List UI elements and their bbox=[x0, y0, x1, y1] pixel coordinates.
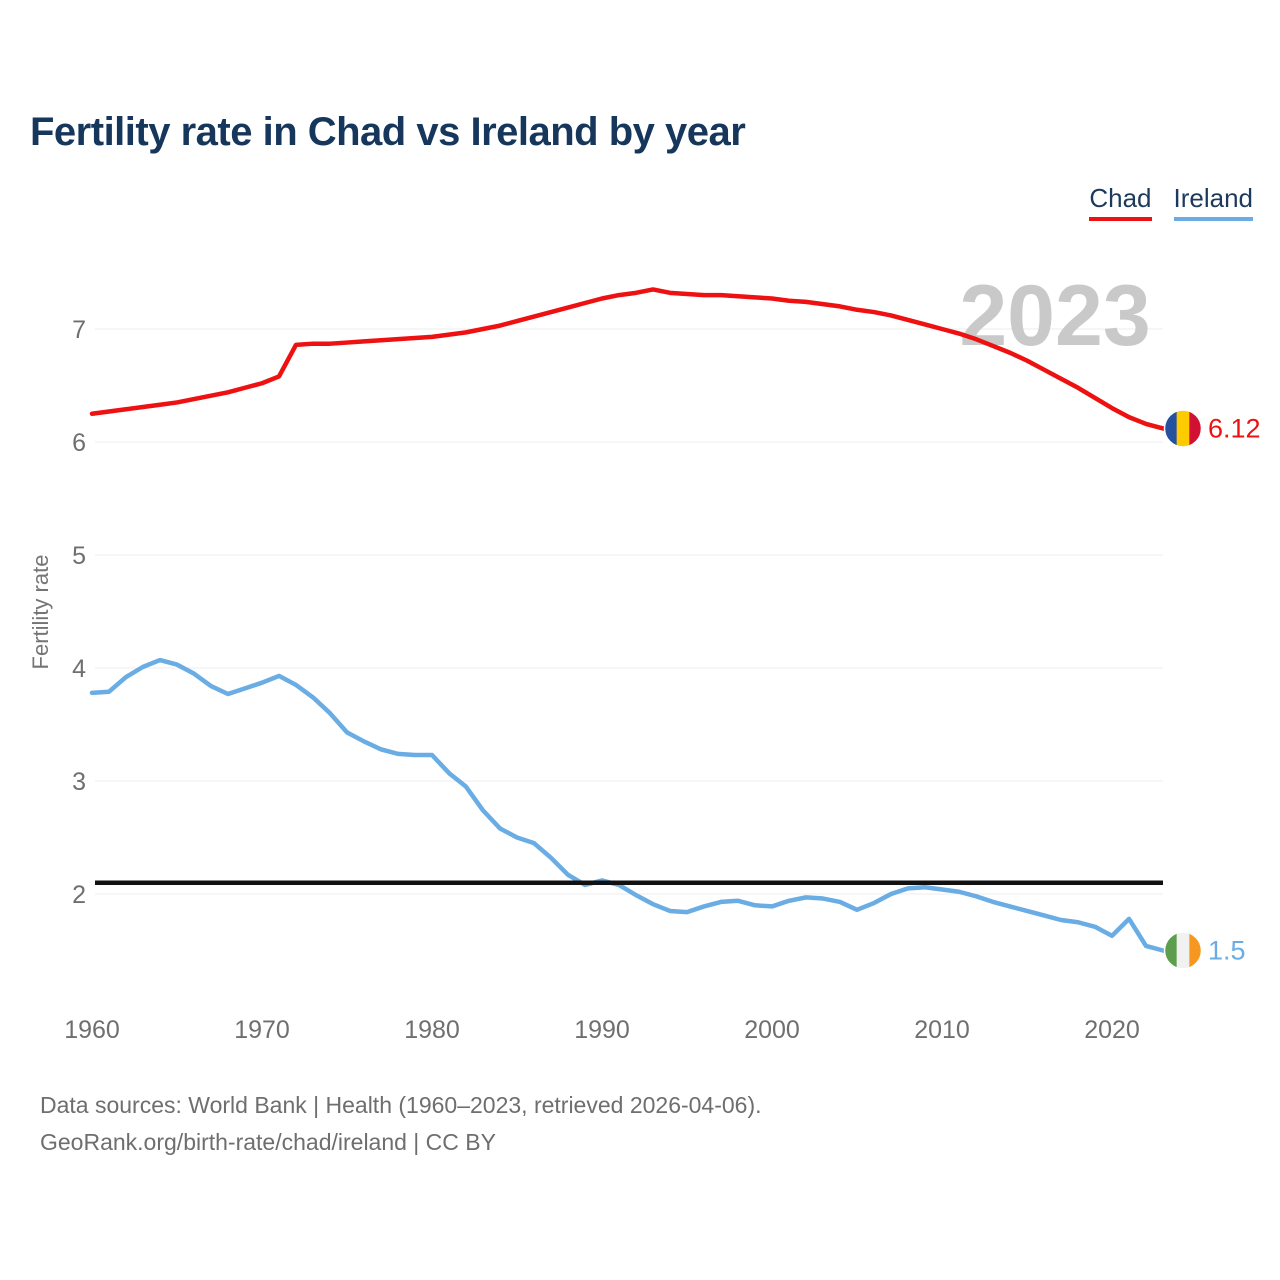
x-tick-label-1980: 1980 bbox=[404, 1016, 460, 1044]
legend-underline-chad bbox=[1089, 217, 1152, 221]
chad-flag-icon-ring bbox=[1163, 409, 1203, 448]
y-tick-label-7: 7 bbox=[72, 316, 86, 344]
x-tick-label-1990: 1990 bbox=[574, 1016, 630, 1044]
legend: Chad Ireland bbox=[1089, 183, 1253, 221]
chart-title: Fertility rate in Chad vs Ireland by yea… bbox=[30, 110, 746, 154]
ireland-flag-icon-stripe-1 bbox=[1176, 931, 1190, 970]
legend-label-chad: Chad bbox=[1089, 183, 1152, 213]
data-sources-footer: Data sources: World Bank | Health (1960–… bbox=[40, 1087, 762, 1161]
footer-line-attribution: GeoRank.org/birth-rate/chad/ireland | CC… bbox=[40, 1129, 496, 1155]
y-tick-label-4: 4 bbox=[72, 655, 86, 683]
legend-item-chad[interactable]: Chad bbox=[1089, 183, 1152, 221]
chad-flag-icon-stripe-1 bbox=[1176, 409, 1190, 448]
x-tick-label-2000: 2000 bbox=[744, 1016, 800, 1044]
x-tick-label-2020: 2020 bbox=[1084, 1016, 1140, 1044]
ireland-line[interactable] bbox=[89, 657, 1173, 953]
x-tick-label-1960: 1960 bbox=[64, 1016, 120, 1044]
legend-label-ireland: Ireland bbox=[1173, 183, 1254, 213]
y-tick-label-2: 2 bbox=[72, 881, 86, 909]
x-tick-label-2010: 2010 bbox=[914, 1016, 970, 1044]
chad-end-value-label: 6.12 bbox=[1208, 413, 1261, 443]
footer-line-sources: Data sources: World Bank | Health (1960–… bbox=[40, 1092, 762, 1118]
ireland-end-value-label: 1.5 bbox=[1208, 936, 1246, 966]
y-tick-label-5: 5 bbox=[72, 542, 86, 570]
ireland-flag-icon-ring bbox=[1163, 931, 1203, 970]
legend-underline-ireland bbox=[1173, 217, 1253, 221]
chad-line[interactable] bbox=[89, 287, 1173, 431]
x-tick-label-1970: 1970 bbox=[234, 1016, 290, 1044]
legend-item-ireland[interactable]: Ireland bbox=[1173, 183, 1254, 221]
y-tick-label-6: 6 bbox=[72, 429, 86, 457]
y-tick-label-3: 3 bbox=[72, 768, 86, 796]
y-axis-label: Fertility rate bbox=[28, 555, 53, 670]
year-watermark: 2023 bbox=[959, 268, 1150, 364]
